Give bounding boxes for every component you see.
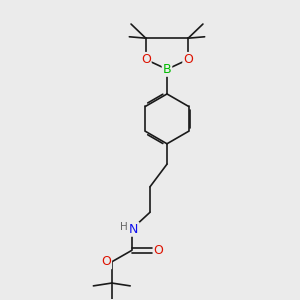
Text: O: O [183,53,193,66]
Text: O: O [154,244,164,257]
Text: B: B [163,63,171,76]
Text: H: H [120,222,128,232]
Text: O: O [101,255,111,268]
Text: N: N [129,223,139,236]
Text: O: O [141,53,151,66]
